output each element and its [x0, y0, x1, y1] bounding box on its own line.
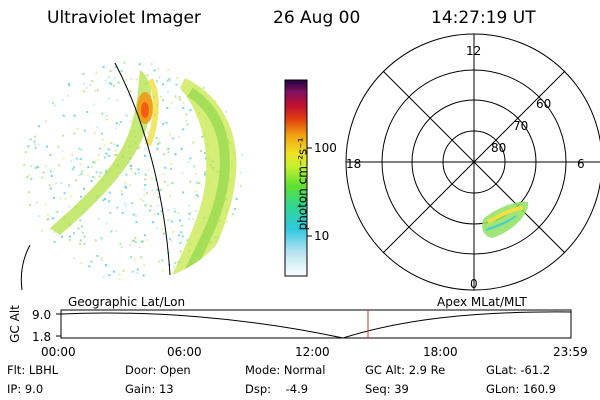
info-mode: Mode: Normal — [245, 363, 326, 377]
colorbar-tick-100: 100 — [314, 141, 337, 155]
timeline-right-title: Apex MLat/MLT — [437, 295, 527, 309]
timeline-x-tick-1200: 12:00 — [295, 345, 330, 359]
info-ip: IP: 9.0 — [7, 382, 44, 396]
altitude-timeline — [56, 309, 572, 339]
limb-edge — [20, 244, 31, 291]
timeline-left-title: Geographic Lat/Lon — [68, 295, 186, 309]
timeline-x-tick-0600: 06:00 — [167, 345, 202, 359]
earth-disk-image — [23, 61, 243, 281]
timeline-x-tick-2359: 23:59 — [553, 345, 588, 359]
colorbar-unit-label: photon cm⁻²s⁻¹ — [295, 137, 310, 231]
info-door: Door: Open — [125, 363, 191, 377]
timeline-x-tick-0000: 00:00 — [41, 345, 76, 359]
mlt-label-0: 0 — [470, 277, 478, 291]
colorbar-tick-10: 10 — [314, 229, 330, 243]
color-bar — [284, 79, 308, 277]
info-filter: Flt: LBHL — [7, 363, 59, 377]
date-label: 26 Aug 00 — [273, 8, 361, 28]
terminator-line — [114, 62, 171, 276]
timeline-y-tick-top: 9.0 — [32, 308, 52, 322]
mlt-label-6: 6 — [577, 157, 585, 171]
mlt-label-18: 18 — [346, 157, 362, 171]
lat-label-70: 70 — [513, 119, 529, 133]
info-gain: Gain: 13 — [125, 382, 174, 396]
info-glat: GLat: -61.2 — [486, 363, 551, 377]
info-seq: Seq: 39 — [365, 382, 409, 396]
timeline-y-axis-label: GC Alt — [7, 305, 22, 343]
instrument-title: Ultraviolet Imager — [47, 8, 201, 28]
mlt-label-12: 12 — [466, 44, 482, 58]
info-gc-alt: GC Alt: 2.9 Re — [365, 363, 446, 377]
timeline-y-tick-bottom: 1.8 — [32, 330, 52, 344]
time-label: 14:27:19 UT — [431, 8, 536, 28]
info-dsp: Dsp: -4.9 — [245, 382, 309, 396]
lat-label-60: 60 — [536, 97, 552, 111]
info-glon: GLon: 160.9 — [486, 382, 556, 396]
timeline-x-tick-1800: 18:00 — [423, 345, 458, 359]
polar-plot — [345, 33, 600, 291]
lat-label-80: 80 — [491, 141, 507, 155]
polar-aurora — [482, 201, 529, 238]
